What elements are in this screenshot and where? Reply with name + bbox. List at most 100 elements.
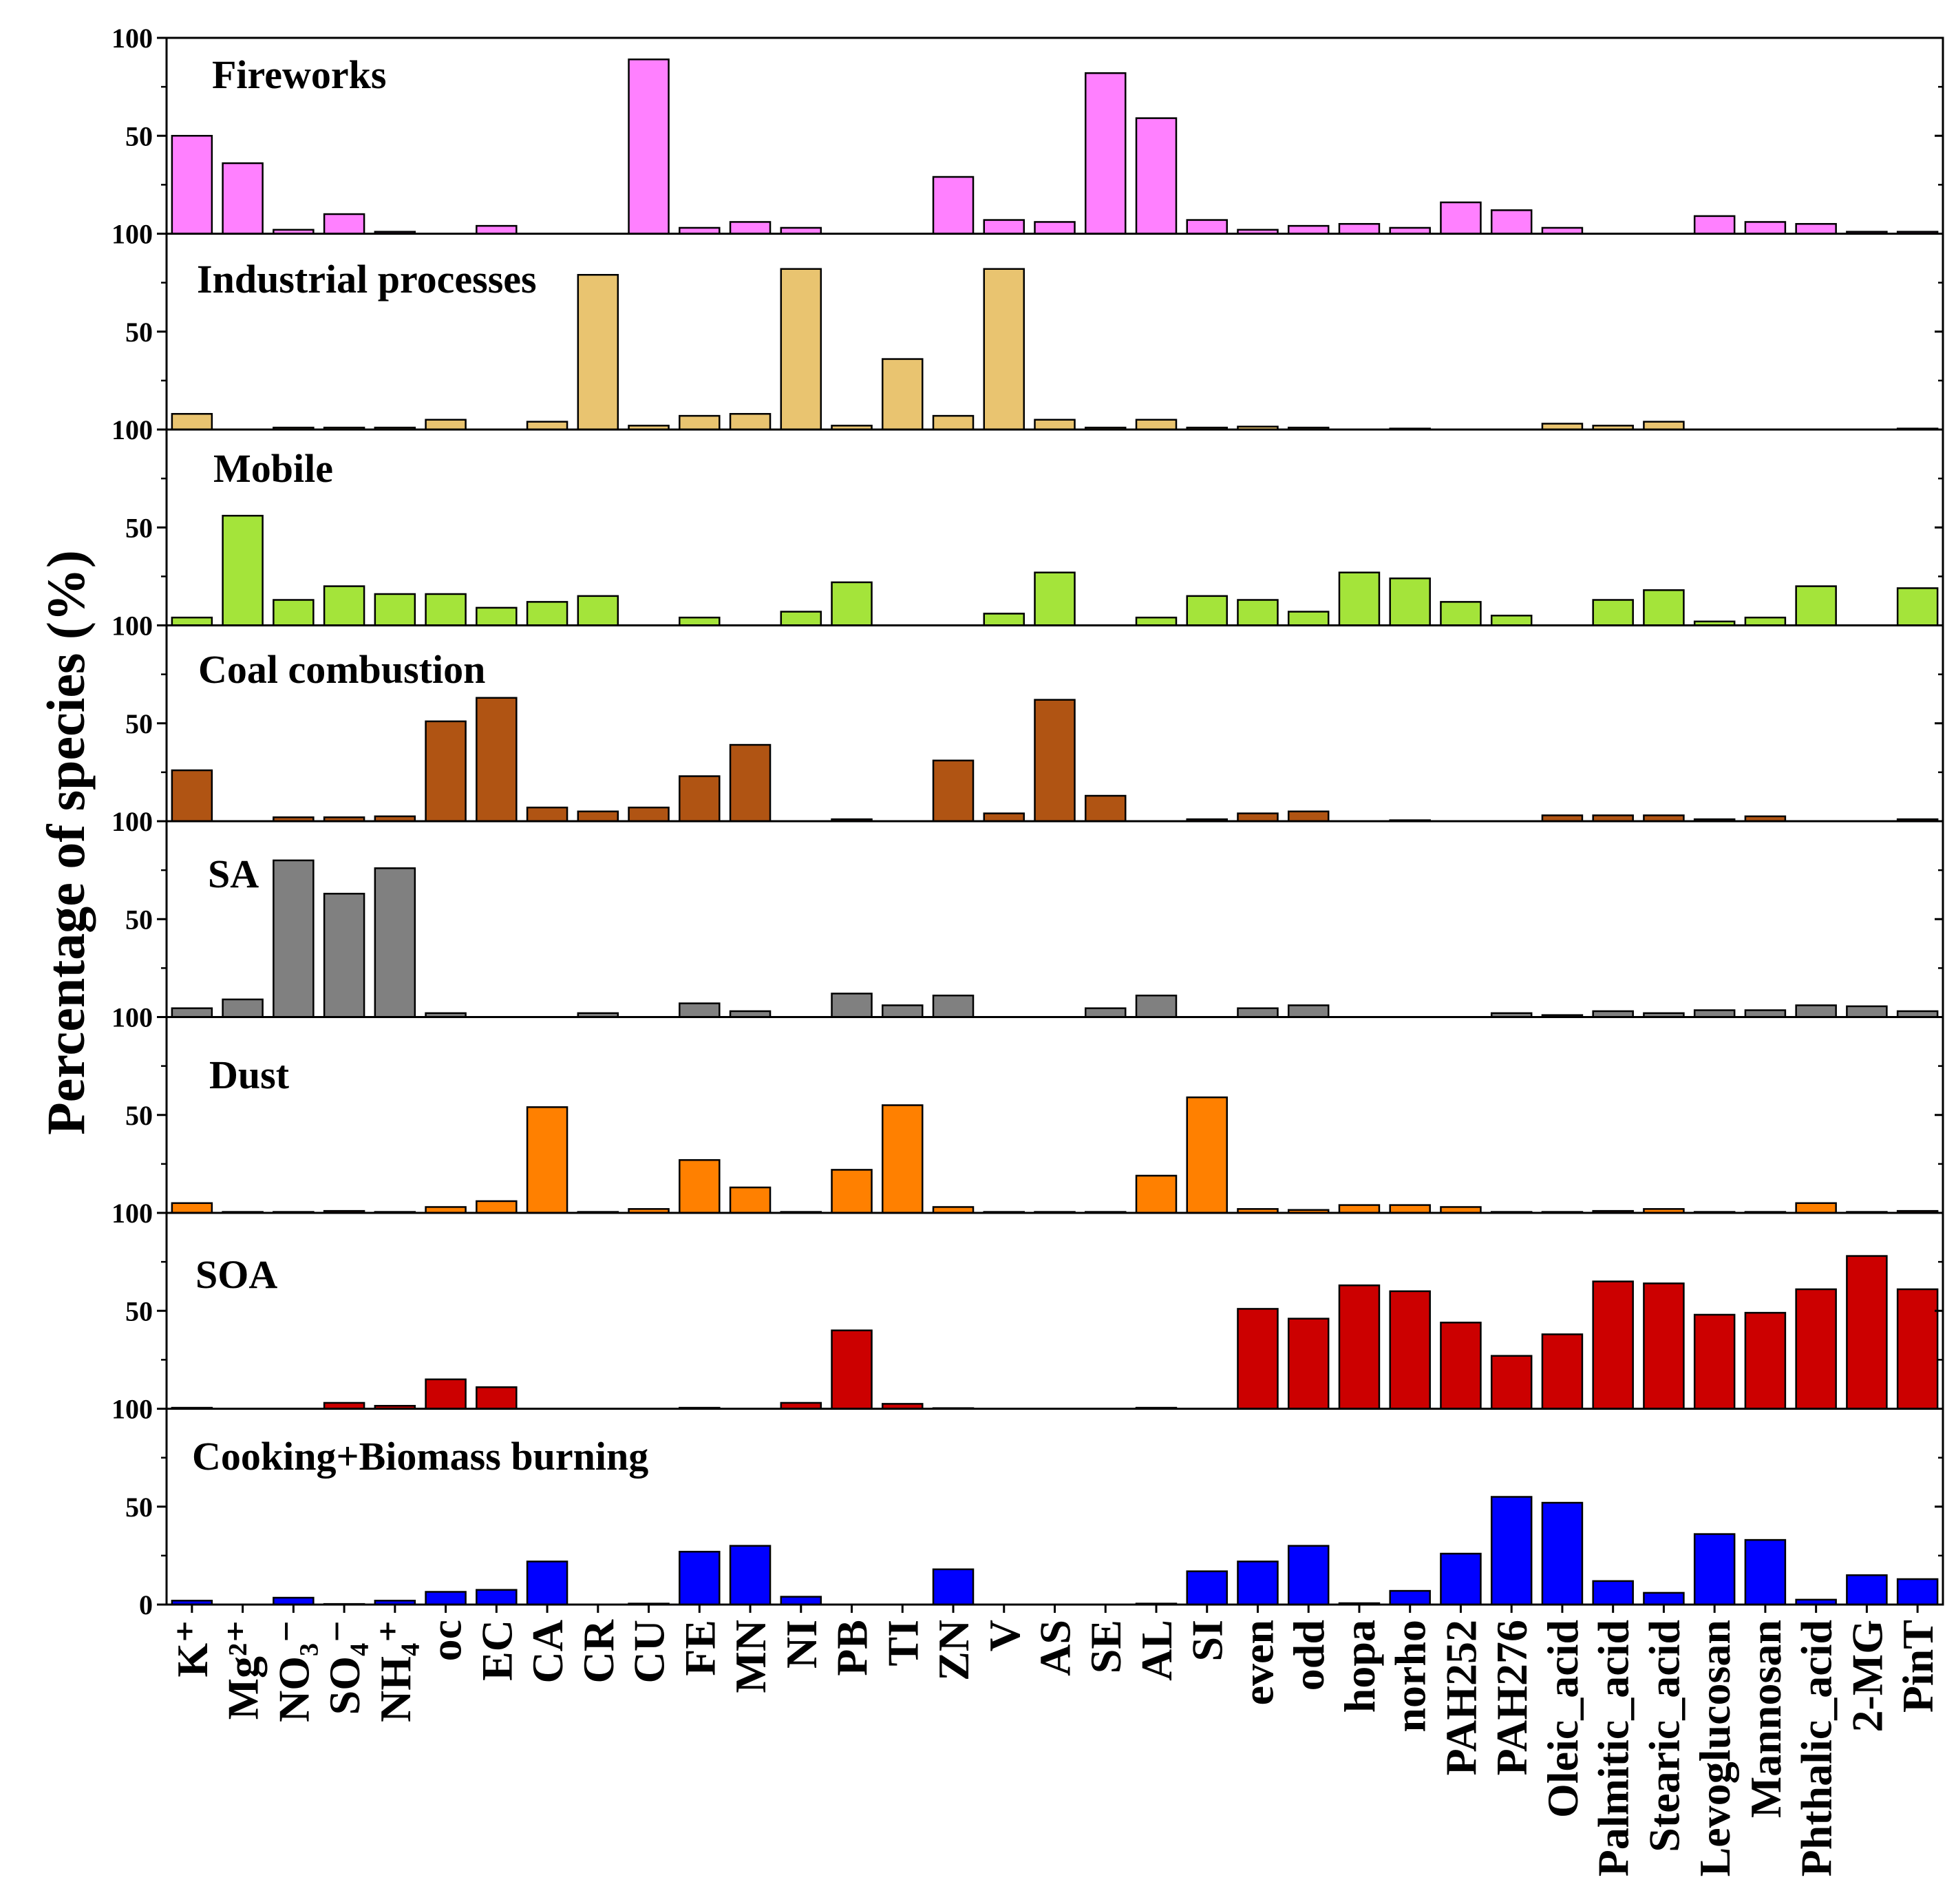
x-tick-label: Mannosan	[1741, 1620, 1790, 1818]
x-tick-label: Oleic_acid	[1538, 1620, 1587, 1818]
bar-soa-pb	[831, 1329, 873, 1410]
panel-title-coal-combustion: Coal combustion	[198, 647, 485, 692]
x-tick-label: PB	[828, 1620, 877, 1676]
bar-cooking-biomass-burning-si	[1186, 1570, 1228, 1606]
bar-mobile-hopa	[1338, 571, 1381, 626]
bar-dust-k	[171, 1202, 213, 1214]
y-tick-label: 100	[111, 806, 153, 837]
y-tick-label: 100	[111, 611, 153, 642]
bar-sa-so	[323, 893, 365, 1018]
bars-layer	[171, 59, 1939, 1606]
x-tick-label: PinT	[1893, 1620, 1942, 1713]
bar-industrial-processes-al	[1135, 419, 1178, 431]
y-tick-label: 50	[125, 1295, 153, 1326]
y-tick-label: 100	[111, 219, 153, 250]
bar-industrial-processes-ca	[526, 421, 568, 431]
bar-cooking-biomass-burning-ec	[476, 1589, 518, 1606]
bar-fireworks-pah252	[1440, 201, 1482, 235]
y-tick-label: 100	[111, 1198, 153, 1229]
bar-cooking-biomass-burning-pint	[1896, 1578, 1939, 1606]
x-tick-label: SI	[1183, 1620, 1232, 1662]
bar-industrial-processes-ni	[780, 268, 822, 431]
bar-cooking-biomass-burning-mn	[729, 1545, 772, 1606]
bar-soa-ec	[476, 1386, 518, 1410]
panel-title-fireworks: Fireworks	[212, 52, 386, 97]
y-tick-labels-layer: 50 100 50 100 50 100 50 100 50 100 50 100 50 100 0 50 10…	[111, 23, 153, 1620]
y-tick-label: 50	[125, 904, 153, 935]
x-tick-label: MN	[726, 1620, 775, 1693]
x-tick-label: Mg²⁺	[219, 1620, 268, 1720]
bar-mobile-so	[323, 585, 365, 626]
bar-soa-pah276	[1490, 1355, 1533, 1410]
bar-dust-si	[1186, 1096, 1228, 1214]
panel-title-sa: SA	[208, 851, 259, 896]
x-tick-label: TI	[878, 1620, 927, 1667]
bar-soa-oleic-acid	[1541, 1333, 1584, 1410]
bar-dust-ec	[476, 1200, 518, 1214]
bar-coal-combustion-v	[983, 812, 1025, 823]
bar-cooking-biomass-burning-oc	[425, 1591, 467, 1606]
bar-mobile-si	[1186, 595, 1228, 626]
bar-sa-no	[273, 859, 315, 1018]
bar-sa-k	[171, 1007, 213, 1018]
bar-soa-mannosan	[1744, 1311, 1787, 1410]
x-tick-label: V	[980, 1620, 1029, 1651]
bar-mobile-ca	[526, 601, 568, 626]
bar-cooking-biomass-burning-palmitic-acid	[1592, 1580, 1634, 1606]
bar-mobile-palmitic-acid	[1592, 599, 1634, 626]
bar-coal-combustion-cu	[628, 806, 670, 823]
bar-mobile-k	[171, 616, 213, 626]
bar-fireworks-as	[1034, 221, 1076, 235]
bar-sa-zn	[932, 994, 975, 1018]
bar-coal-combustion-ec	[476, 697, 518, 823]
bar-mobile-as	[1034, 571, 1076, 626]
x-tick-label: FE	[675, 1620, 724, 1676]
bar-coal-combustion-se	[1084, 794, 1127, 823]
y-tick-label: 50	[125, 1100, 153, 1131]
bar-dust-mn	[729, 1186, 772, 1214]
bar-mobile-odd	[1287, 611, 1330, 626]
bar-sa-mg	[222, 998, 264, 1018]
bar-dust-hopa	[1338, 1204, 1381, 1214]
bar-soa-stearic-acid	[1643, 1282, 1685, 1410]
bar-fireworks-mn	[729, 221, 772, 235]
bar-industrial-processes-fe	[679, 414, 721, 431]
x-tick-label: even	[1233, 1620, 1282, 1705]
bar-industrial-processes-mn	[729, 412, 772, 431]
bar-soa-levoglucosan	[1693, 1313, 1736, 1410]
bar-cooking-biomass-burning-norho	[1389, 1589, 1431, 1606]
bar-mobile-stearic-acid	[1643, 589, 1685, 626]
x-tick-label: AL	[1132, 1620, 1181, 1681]
x-tick-label: Palmitic_acid	[1589, 1620, 1638, 1876]
panel-title-soa: SOA	[195, 1252, 277, 1297]
y-tick-label: 100	[111, 414, 153, 445]
bar-dust-ti	[882, 1104, 924, 1214]
bar-mobile-cr	[577, 595, 619, 626]
bar-cooking-biomass-burning-mannosan	[1744, 1538, 1787, 1606]
bar-sa-phthalic-acid	[1795, 1004, 1837, 1018]
bar-mobile-ni	[780, 611, 822, 626]
y-tick-label: 100	[111, 23, 153, 54]
bar-soa-even	[1237, 1308, 1279, 1410]
bar-mobile-pint	[1896, 587, 1939, 626]
bar-mobile-v	[983, 613, 1025, 626]
bar-sa-odd	[1287, 1004, 1330, 1018]
bar-fireworks-al	[1135, 117, 1178, 235]
x-tick-label: PAH276	[1487, 1620, 1536, 1775]
bar-fireworks-so	[323, 213, 365, 235]
bar-mobile-pb	[831, 581, 873, 626]
bar-cooking-biomass-burning-levoglucosan	[1693, 1533, 1736, 1606]
bar-fireworks-levoglucosan	[1693, 215, 1736, 235]
y-tick-label: 50	[125, 512, 153, 543]
bar-mobile-fe	[679, 616, 721, 626]
panel-title-mobile: Mobile	[213, 446, 333, 491]
bar-coal-combustion-zn	[932, 759, 975, 823]
x-tick-label: NI	[777, 1620, 826, 1669]
y-tick-label: 100	[111, 1394, 153, 1425]
bar-dust-ca	[526, 1106, 568, 1214]
x-tick-label: EC	[472, 1620, 521, 1681]
bar-cooking-biomass-burning-zn	[932, 1568, 975, 1606]
x-tick-label: CU	[625, 1620, 674, 1683]
bar-industrial-processes-as	[1034, 419, 1076, 431]
